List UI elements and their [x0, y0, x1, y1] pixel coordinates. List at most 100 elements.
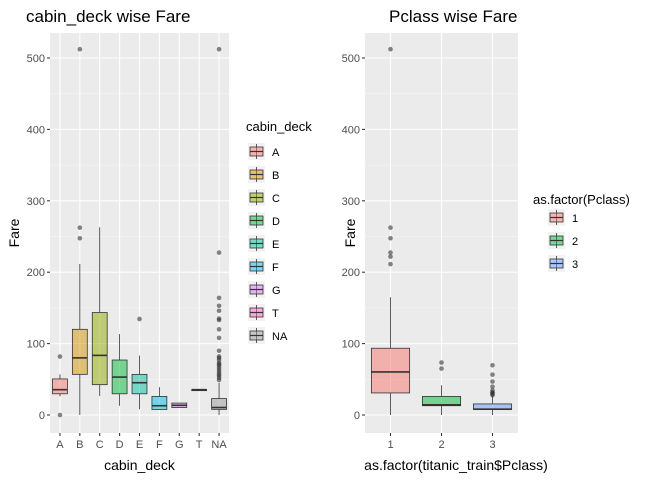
x-tick-label-C: C [96, 439, 104, 451]
x-tick-label-A: A [56, 439, 64, 451]
right-boxes [370, 46, 513, 415]
x-tick-label-NA: NA [211, 439, 227, 451]
outlier-point [216, 303, 222, 309]
y-tick-label: 300 [342, 196, 360, 208]
x-tick-label-T: T [196, 439, 203, 451]
outlier-point [216, 348, 222, 354]
left-plot-title: cabin_deck wise Fare [26, 7, 190, 26]
outlier-point [77, 225, 83, 230]
y-tick-label: 0 [39, 410, 45, 422]
box-1 [370, 46, 411, 415]
y-tick-label: 100 [342, 339, 360, 351]
y-tick-label: 500 [27, 53, 45, 65]
outlier-point [388, 261, 393, 267]
legend-label-E: E [272, 239, 279, 251]
y-tick-label: 400 [27, 124, 45, 136]
left-boxes [52, 46, 227, 418]
legend-label-NA: NA [272, 331, 288, 343]
legend-key-E [248, 235, 265, 252]
legend-key-G [248, 281, 265, 298]
legend-label-3: 3 [572, 259, 578, 271]
y-tick-label: 200 [27, 267, 45, 279]
legend-label-C: C [272, 193, 280, 205]
box-body [131, 373, 148, 395]
legend-label-B: B [272, 170, 279, 182]
x-tick-label-E: E [136, 439, 143, 451]
legend-label-D: D [272, 216, 280, 228]
legend-label-A: A [272, 147, 280, 159]
outlier-point [490, 379, 495, 384]
box-body [151, 396, 168, 410]
box-3 [472, 363, 513, 415]
outlier-point [57, 354, 63, 359]
outlier-point [216, 46, 222, 52]
x-tick-label-G: G [175, 439, 184, 451]
x-tick-label-1: 1 [387, 439, 393, 451]
left-y-axis-title: Fare [6, 218, 22, 247]
right-y-axis-title: Fare [342, 218, 358, 247]
right-legend: 1 2 3 [548, 209, 578, 272]
legend-key-A [248, 143, 265, 160]
legend-key-D [248, 212, 265, 229]
outlier-point [490, 384, 495, 389]
box-B [71, 46, 88, 415]
box-body [91, 312, 108, 386]
outlier-point [77, 235, 83, 241]
outlier-point [388, 250, 393, 255]
outlier-point [216, 327, 222, 332]
x-tick-label-3: 3 [489, 439, 495, 451]
box-A [52, 354, 68, 418]
outlier-point [388, 225, 393, 230]
box-C [91, 227, 108, 397]
outlier-point [490, 372, 495, 377]
legend-key-T [248, 304, 265, 321]
outlier-point [216, 316, 222, 321]
box-body [71, 328, 88, 375]
x-tick-label-D: D [116, 439, 124, 451]
left-x-axis: A B C D E F G T NA [56, 433, 227, 451]
legend-key-F [248, 258, 265, 275]
x-tick-label-F: F [156, 439, 163, 451]
box-NA [211, 46, 227, 415]
box-body [211, 398, 227, 410]
outlier-point [216, 335, 222, 341]
right-x-axis-title: as.factor(titanic_train$Pclass) [364, 457, 548, 473]
outlier-point [77, 46, 83, 52]
outlier-point [388, 254, 393, 259]
right-plot-title: Pclass wise Fare [389, 7, 517, 26]
x-tick-label-B: B [76, 439, 83, 451]
legend-label-G: G [272, 285, 281, 297]
outlier-point [216, 250, 222, 255]
legend-label-2: 2 [572, 236, 578, 248]
right-y-axis: 0 100 200 300 400 500 [342, 53, 365, 422]
legend-label-1: 1 [572, 213, 578, 225]
left-y-axis: 0 100 200 300 400 500 [27, 53, 50, 422]
outlier-point [137, 316, 142, 322]
outlier-point [388, 46, 393, 52]
right-x-axis: 1 2 3 [387, 433, 496, 451]
y-tick-label: 300 [27, 196, 45, 208]
box-2 [421, 360, 462, 415]
y-tick-label: 100 [27, 339, 45, 351]
left-x-axis-title: cabin_deck [104, 457, 176, 473]
outlier-point [216, 354, 222, 359]
legend-key-3 [548, 255, 565, 272]
left-legend-title: cabin_deck [246, 119, 312, 134]
outlier-point [439, 360, 444, 365]
outlier-point [388, 235, 393, 241]
outlier-point [439, 366, 444, 371]
outlier-point [490, 388, 495, 393]
box-F [151, 387, 168, 410]
y-tick-label: 500 [342, 53, 360, 65]
legend-key-2 [548, 232, 565, 249]
outlier-point [216, 308, 222, 314]
box-D [111, 334, 128, 406]
legend-label-T: T [272, 308, 279, 320]
y-tick-label: 400 [342, 124, 360, 136]
x-tick-label-2: 2 [438, 439, 444, 451]
legend-key-B [248, 166, 265, 183]
box-body [421, 396, 462, 407]
legend-key-1 [548, 209, 565, 226]
